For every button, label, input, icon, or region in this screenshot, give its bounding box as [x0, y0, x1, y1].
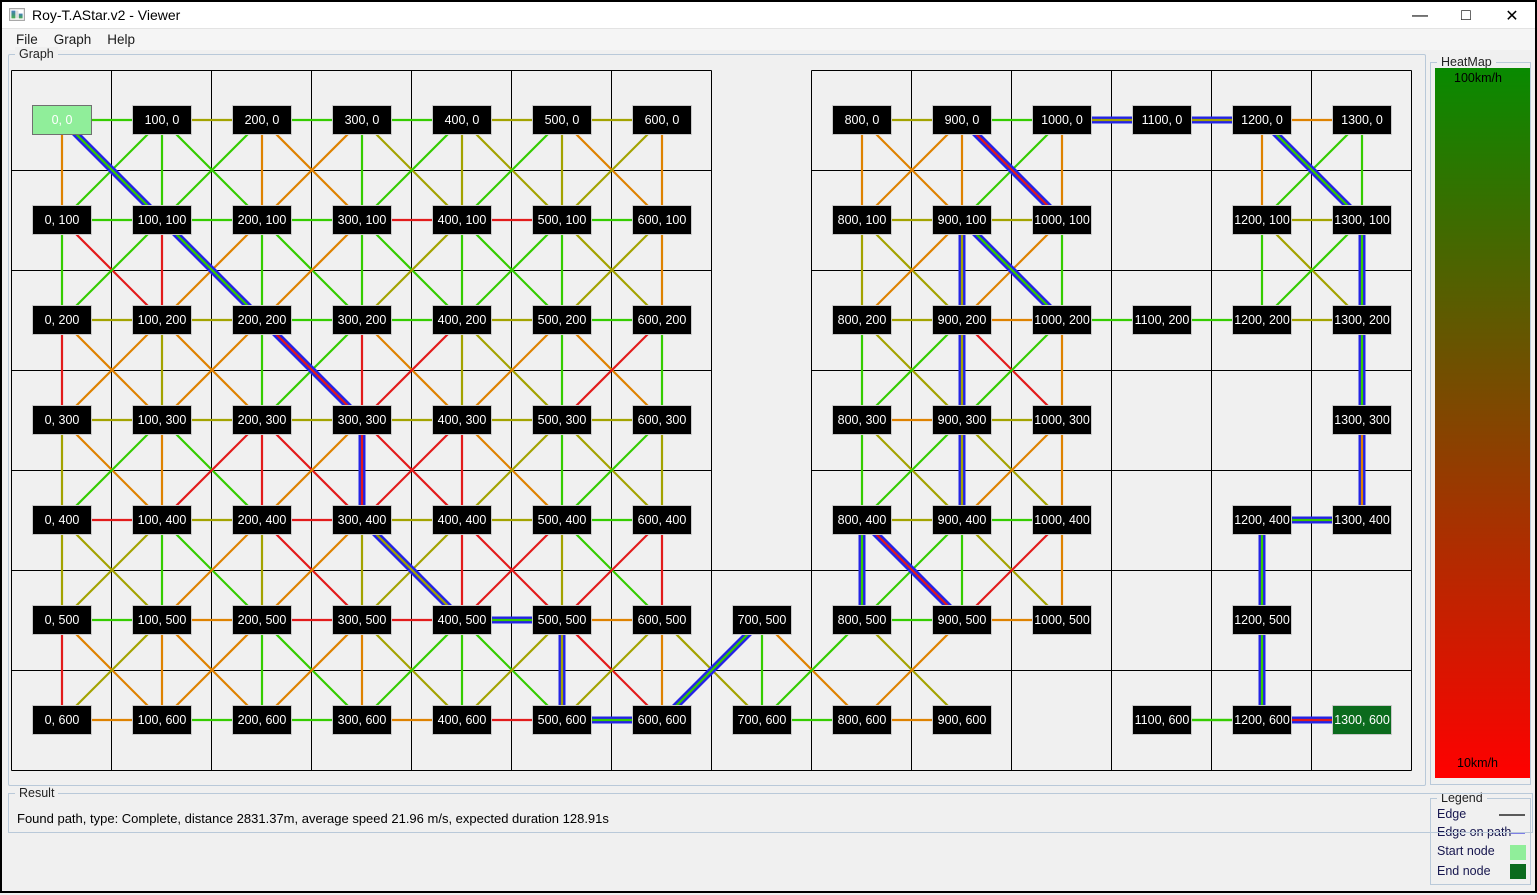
svg-text:End node: End node	[1437, 864, 1491, 878]
svg-text:Start node: Start node	[1437, 844, 1495, 858]
